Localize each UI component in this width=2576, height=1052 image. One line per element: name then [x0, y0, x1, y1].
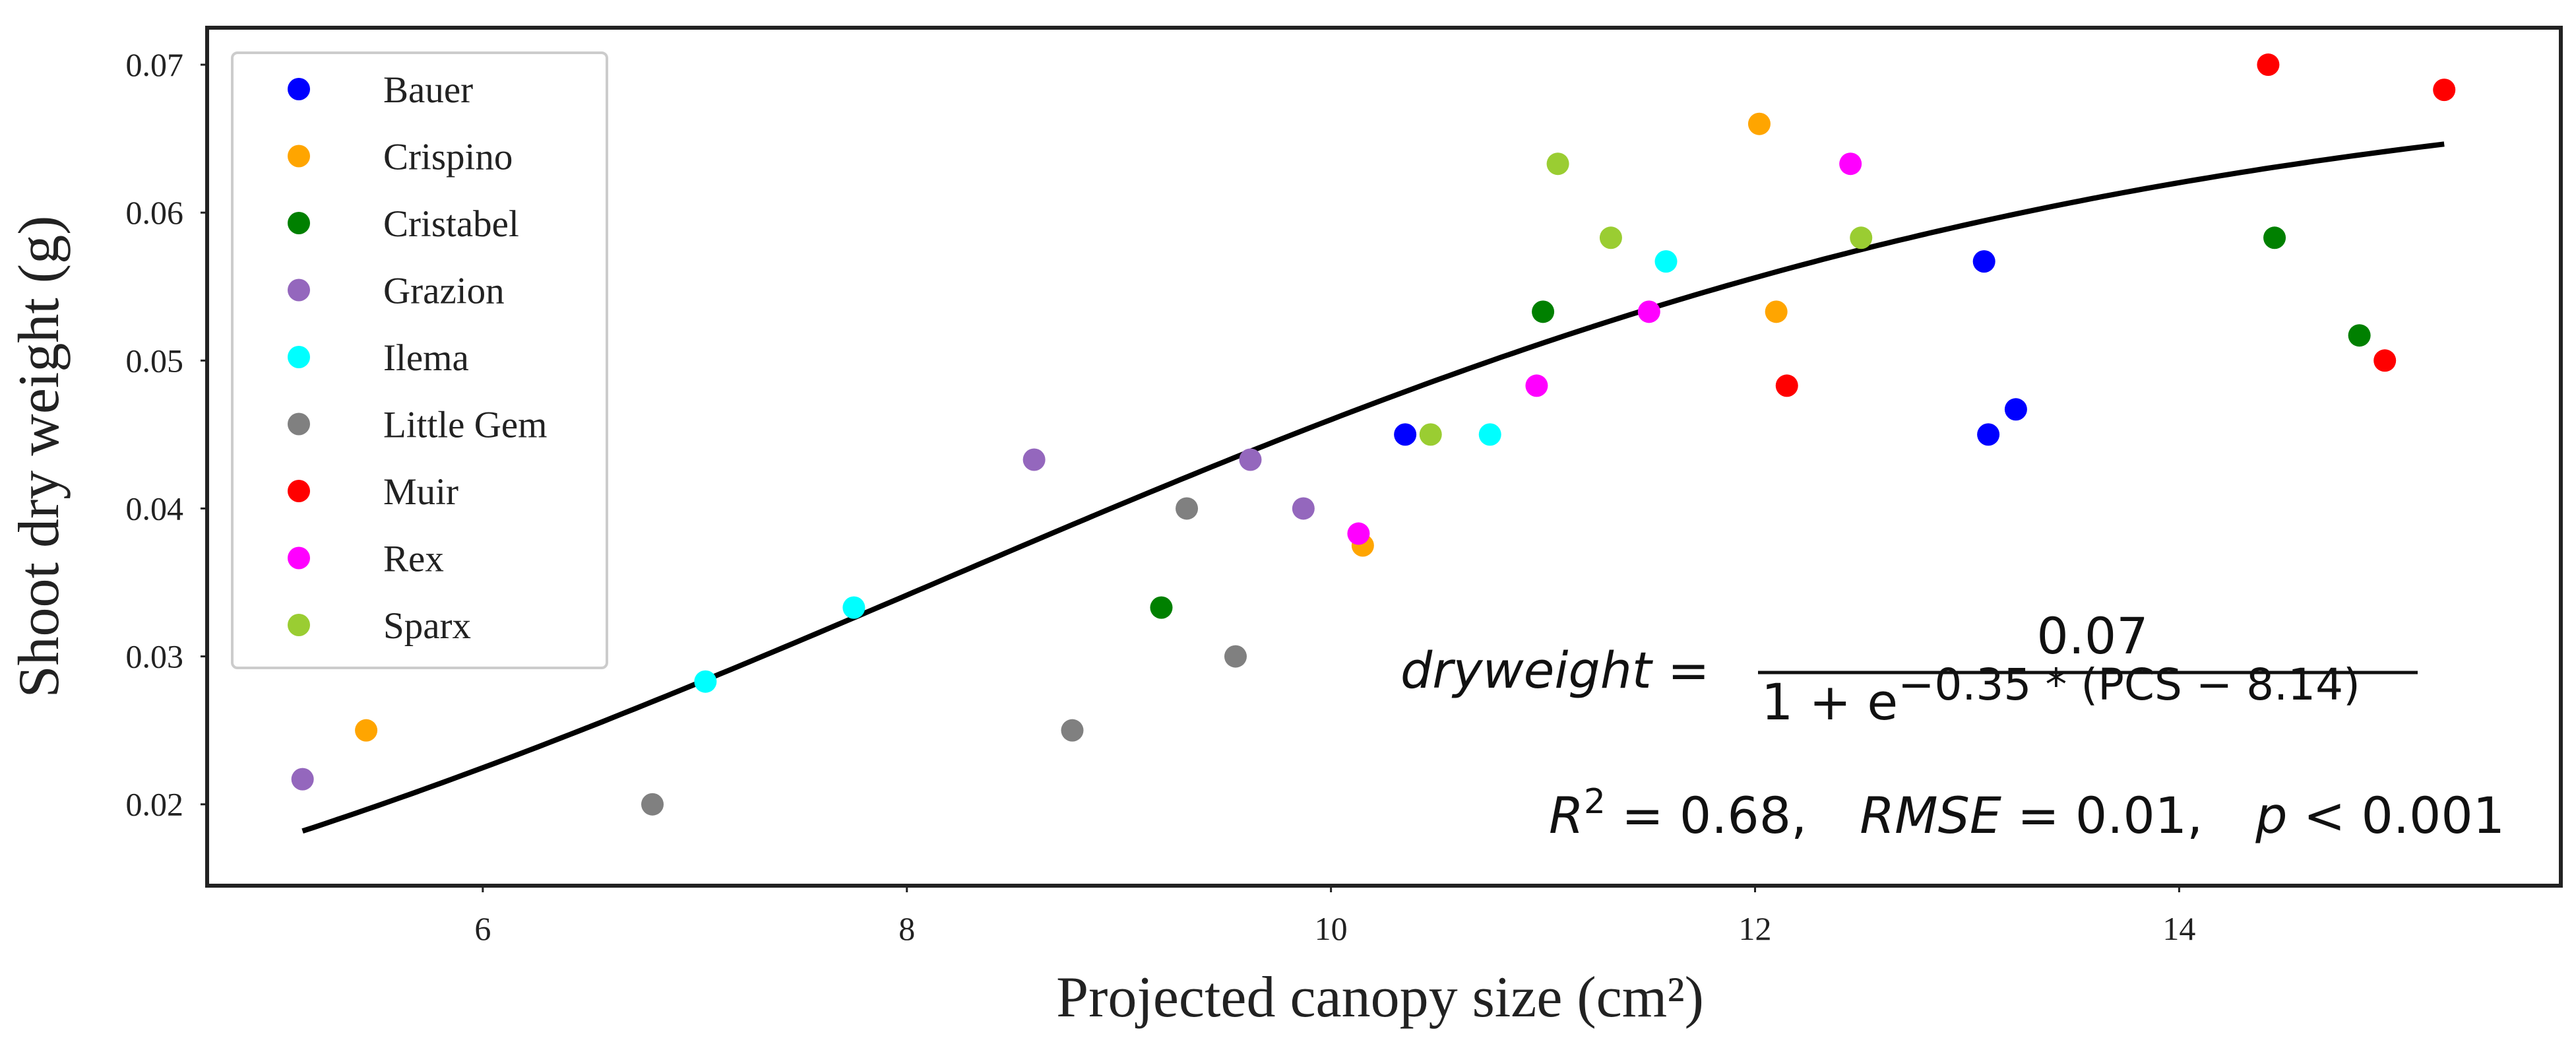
point-sparx: [1546, 152, 1569, 176]
point-grazion: [291, 768, 314, 791]
point-sparx: [1599, 226, 1622, 249]
rmse-value: = 0.01,: [2001, 786, 2203, 845]
legend-marker-bauer: [288, 78, 310, 100]
r2-value: = 0.68,: [1606, 786, 1807, 845]
point-crispino: [355, 719, 378, 742]
point-rex: [1347, 522, 1370, 545]
legend-marker-rex: [288, 546, 310, 570]
x-tick-label: 14: [2162, 910, 2195, 947]
point-ilema: [1478, 423, 1501, 446]
legend-marker-ilema: [288, 346, 310, 368]
p-label: p: [2255, 786, 2287, 845]
point-muir: [2433, 79, 2456, 102]
x-tick-label: 8: [898, 910, 915, 947]
r2-label: R: [1549, 786, 1584, 845]
point-grazion: [1292, 497, 1315, 520]
equation-denominator: 1 + e−0.35 * (PCS − 8.14): [1761, 659, 2360, 731]
logistic-fit-line: [301, 141, 2445, 834]
point-muir: [1775, 374, 1798, 397]
denominator-base: 1 + e: [1761, 673, 1898, 731]
y-tick-label: 0.05: [126, 342, 184, 379]
point-muir: [2257, 53, 2280, 77]
x-tick-label: 10: [1315, 910, 1348, 947]
legend-marker-muir: [288, 480, 310, 502]
point-ilema: [1654, 250, 1678, 273]
point-crispino: [1765, 300, 1788, 323]
denominator-exponent: −0.35 * (PCS − 8.14): [1898, 659, 2360, 710]
legend-marker-grazion: [288, 279, 310, 302]
legend-label-grazion: Grazion: [383, 271, 505, 312]
legend-label-sparx: Sparx: [383, 605, 471, 647]
point-muir: [2373, 349, 2397, 372]
point-bauer: [1394, 423, 1417, 446]
point-rex: [1525, 374, 1548, 397]
legend-label-crispino: Crispino: [383, 137, 513, 178]
y-tick-label: 0.03: [126, 638, 184, 675]
point-little-gem: [1224, 645, 1247, 668]
point-cristabel: [2348, 324, 2371, 347]
legend-label-muir: Muir: [383, 471, 458, 513]
point-ilema: [842, 596, 865, 619]
point-rex: [1637, 300, 1660, 323]
legend-marker-sparx: [288, 614, 310, 636]
point-cristabel: [1150, 596, 1173, 619]
point-crispino: [1747, 112, 1771, 135]
legend-label-cristabel: Cristabel: [383, 203, 519, 245]
x-tick-label: 12: [1739, 910, 1772, 947]
point-little-gem: [641, 793, 664, 816]
point-bauer: [1972, 250, 1995, 273]
y-tick-label: 0.04: [126, 490, 184, 527]
x-axis-title: Projected canopy size (cm²): [1056, 966, 1704, 1030]
point-grazion: [1022, 448, 1046, 471]
point-sparx: [1850, 226, 1873, 249]
y-tick-label: 0.02: [126, 786, 184, 823]
x-tick-label: 6: [474, 910, 491, 947]
legend-label-little-gem: Little Gem: [383, 405, 548, 446]
plot-area-frame: [205, 26, 2563, 888]
fit-statistics: R2 = 0.68, RMSE = 0.01, p < 0.001: [1549, 782, 2505, 845]
legend-items: Bauer Crispino Cristabel Grazion Ilema Little…: [288, 69, 548, 647]
point-cristabel: [2263, 226, 2286, 249]
point-cristabel: [1532, 300, 1555, 323]
legend-label-bauer: Bauer: [383, 69, 473, 111]
point-little-gem: [1176, 497, 1199, 520]
y-tick-label: 0.07: [126, 46, 184, 83]
axis-ticks: 6 8 10 12 14 0.02 0.03 0.04 0.05 0.06 0.07: [126, 46, 2196, 947]
legend-label-rex: Rex: [383, 539, 444, 580]
y-tick-label: 0.06: [126, 194, 184, 231]
fit-curve-layer: [301, 141, 2445, 834]
point-ilema: [694, 670, 717, 693]
legend-label-ilema: Ilema: [383, 337, 469, 379]
equation-numerator: 0.07: [2036, 607, 2148, 665]
rmse-label: RMSE: [1860, 786, 2001, 845]
point-little-gem: [1061, 719, 1084, 742]
equation-lhs: dryweight =: [1400, 641, 1710, 700]
point-rex: [1839, 152, 1862, 176]
point-bauer: [2004, 398, 2027, 421]
point-bauer: [1977, 423, 2000, 446]
legend-marker-crispino: [288, 145, 310, 168]
fit-equation: dryweight = 0.07 1 + e−0.35 * (PCS − 8.1…: [1400, 607, 2418, 731]
legend-box: [231, 51, 608, 669]
legend: Bauer Crispino Cristabel Grazion Ilema Little…: [231, 51, 608, 669]
y-axis-title: Shoot dry weight (g): [7, 216, 71, 698]
r2-superscript: 2: [1584, 782, 1606, 822]
point-grazion: [1239, 448, 1262, 471]
legend-marker-cristabel: [288, 212, 310, 234]
legend-marker-little-gem: [288, 412, 310, 436]
data-points: [291, 53, 2456, 816]
p-value: < 0.001: [2288, 786, 2505, 845]
point-sparx: [1419, 423, 1442, 446]
